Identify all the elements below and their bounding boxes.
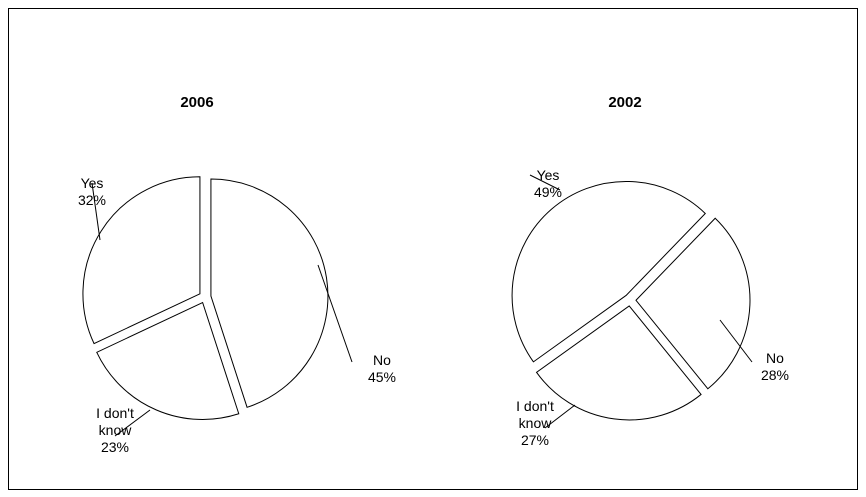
pie-slice [210, 178, 329, 408]
leader-line [114, 409, 151, 437]
data-label: No 28% [745, 350, 805, 384]
chart-title: 2006 [180, 94, 214, 111]
label-value: 32% [77, 192, 107, 208]
label-value: 27% [520, 432, 550, 448]
leader-line [317, 264, 353, 363]
label-value: 49% [533, 184, 563, 200]
label-category: I don't know [96, 405, 134, 438]
leader-line [529, 174, 561, 191]
label-value: 28% [760, 367, 790, 383]
pie-slice [511, 180, 706, 363]
leader-line [719, 319, 753, 363]
label-category: Yes [80, 175, 104, 191]
data-label: No 45% [352, 352, 412, 386]
label-value: 23% [100, 439, 130, 455]
label-category: Yes [536, 167, 560, 183]
label-category: No [373, 352, 391, 368]
label-value: 45% [367, 369, 397, 385]
frame [8, 8, 858, 490]
data-label: I don't know 27% [505, 398, 565, 449]
data-label: Yes 49% [518, 167, 578, 201]
data-label: Yes 32% [62, 175, 122, 209]
leader-line [91, 182, 101, 241]
label-category: No [766, 350, 784, 366]
pie-slice [535, 305, 702, 421]
pie-slice [82, 176, 201, 345]
chart-title: 2002 [608, 94, 642, 111]
label-category: I don't know [516, 398, 554, 431]
data-label: I don't know 23% [85, 405, 145, 456]
pie-slice [635, 217, 751, 390]
leader-line [544, 404, 576, 429]
pie-slice [96, 301, 240, 421]
